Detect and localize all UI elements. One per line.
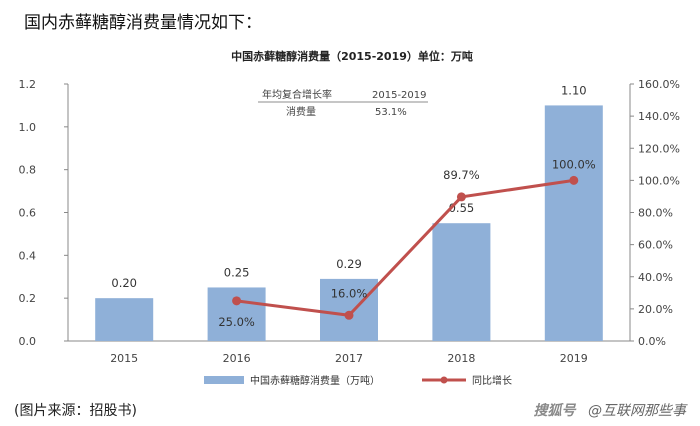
right-tick-label: 40.0% xyxy=(638,271,673,284)
legend-bar-label: 中国赤藓糖醇消费量（万吨） xyxy=(250,374,380,387)
line-data-labels: 25.0% 16.0% 89.7% 100.0% xyxy=(218,157,595,328)
right-tick-label: 120.0% xyxy=(638,142,680,155)
x-tick-label: 2016 xyxy=(223,352,251,365)
right-tick-label: 160.0% xyxy=(638,78,680,91)
x-tick-label: 2015 xyxy=(110,352,138,365)
bar-value-label: 0.20 xyxy=(111,276,137,290)
growth-line-series xyxy=(232,175,579,320)
source-caption: (图片来源：招股书) xyxy=(14,403,137,419)
cagr-annotation: 年均复合增长率 2015-2019 消费量 53.1% xyxy=(258,88,428,118)
bar xyxy=(432,223,491,341)
left-axis-ticks: 0.0 0.2 0.4 0.6 0.8 1.0 1.2 xyxy=(19,78,68,348)
x-tick-label: 2017 xyxy=(335,352,363,365)
x-tick-label: 2019 xyxy=(560,352,588,365)
right-tick-label: 80.0% xyxy=(638,207,673,220)
growth-point xyxy=(456,192,466,202)
growth-point xyxy=(344,310,354,320)
bar-value-label: 0.25 xyxy=(224,265,250,279)
right-axis-ticks: 0.0% 20.0% 40.0% 60.0% 80.0% 100.0% 120.0% 140.… xyxy=(630,78,680,348)
annotation-row-label: 消费量 xyxy=(286,105,316,118)
growth-value-label: 100.0% xyxy=(552,157,596,171)
right-tick-label: 60.0% xyxy=(638,239,673,252)
growth-value-label: 25.0% xyxy=(218,315,255,329)
bar xyxy=(544,105,603,342)
annotation-col2-header: 2015-2019 xyxy=(372,90,427,101)
right-tick-label: 140.0% xyxy=(638,110,680,123)
legend-bar-swatch xyxy=(204,376,244,384)
left-tick-label: 0.0 xyxy=(19,335,37,348)
watermark-logo: 搜狐号 xyxy=(533,403,576,419)
annotation-row-value: 53.1% xyxy=(375,107,407,118)
left-tick-label: 1.2 xyxy=(19,78,37,91)
intro-text: 国内赤藓糖醇消费量情况如下： xyxy=(24,13,262,33)
legend: 中国赤藓糖醇消费量（万吨） 同比增长 xyxy=(204,374,512,387)
right-tick-label: 20.0% xyxy=(638,303,673,316)
growth-point xyxy=(569,175,579,185)
left-tick-label: 0.6 xyxy=(19,207,37,220)
growth-point xyxy=(232,296,242,306)
watermark: 搜狐号 @互联网那些事 xyxy=(534,400,686,420)
growth-value-label: 16.0% xyxy=(331,286,368,300)
bar-value-label: 0.29 xyxy=(336,257,362,271)
bar xyxy=(320,278,378,341)
left-tick-label: 1.0 xyxy=(19,121,37,134)
growth-value-label: 89.7% xyxy=(443,168,480,182)
left-tick-label: 0.2 xyxy=(19,292,37,305)
x-tick-label: 2018 xyxy=(447,352,475,365)
right-tick-label: 0.0% xyxy=(638,335,666,348)
growth-line xyxy=(236,178,575,317)
left-tick-label: 0.4 xyxy=(19,249,37,262)
x-axis-ticks: 2015 2016 2017 2018 2019 xyxy=(110,352,588,365)
bar-data-labels: 0.200.250.290.551.10 xyxy=(111,83,586,290)
left-tick-label: 0.8 xyxy=(19,164,37,177)
right-tick-label: 100.0% xyxy=(638,174,680,187)
bar-value-label: 1.10 xyxy=(561,83,587,97)
watermark-text: @互联网那些事 xyxy=(588,403,686,419)
bar-series xyxy=(95,105,603,342)
legend-line-marker xyxy=(440,376,448,384)
annotation-col1-header: 年均复合增长率 xyxy=(262,88,332,101)
chart-title: 中国赤藓糖醇消费量（2015-2019）单位：万吨 xyxy=(231,49,473,63)
bar xyxy=(95,298,154,341)
legend-line-label: 同比增长 xyxy=(472,374,512,387)
